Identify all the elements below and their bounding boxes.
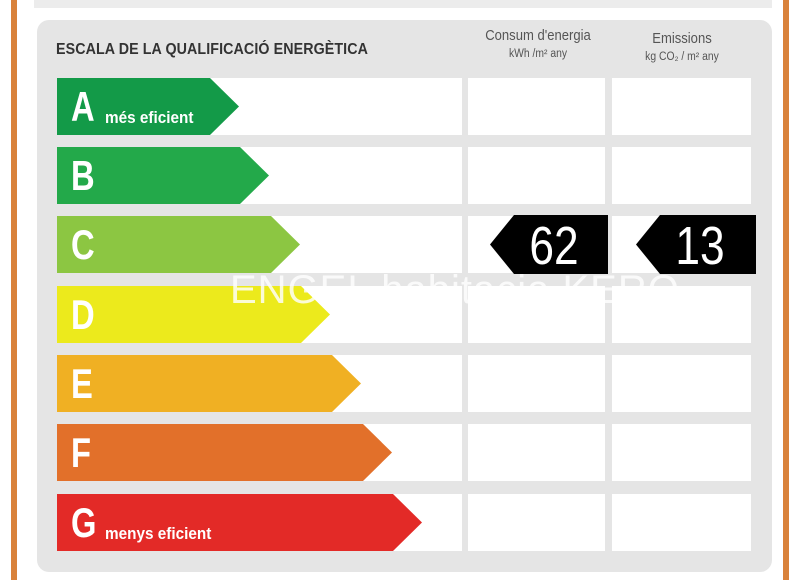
class-bar-b: B <box>57 147 269 204</box>
emissions-column-unit: kg CO₂ / m² any <box>645 51 719 63</box>
energy-column-label: Consum d'energia <box>485 28 591 44</box>
energy-cell <box>468 424 605 481</box>
class-letter: G <box>71 499 97 546</box>
class-bar-e: E <box>57 355 361 412</box>
class-letter: B <box>71 152 95 199</box>
class-caption: menys eficient <box>105 524 212 543</box>
emissions-cell <box>612 286 751 343</box>
emissions-cell <box>612 355 751 412</box>
energy-cell <box>468 286 605 343</box>
energy-column-header: Consum d'energia kWh /m² any <box>468 28 608 60</box>
emissions-cell <box>612 424 751 481</box>
class-bar-d: D <box>57 286 330 343</box>
class-letter: C <box>71 221 95 268</box>
energy-cell <box>468 355 605 412</box>
class-letter: A <box>71 83 95 130</box>
class-letter: D <box>71 291 95 338</box>
class-caption: més eficient <box>105 108 194 127</box>
top-edge <box>34 0 772 8</box>
frame-left-border <box>11 0 17 580</box>
emissions-cell <box>612 78 751 135</box>
scale-title: ESCALA DE LA QUALIFICACIÓ ENERGÈTICA <box>56 41 369 58</box>
energy-column-unit: kWh /m² any <box>508 48 568 60</box>
emissions-cell <box>612 494 751 551</box>
frame-right-border <box>783 0 789 580</box>
emissions-value-tag: 13 <box>636 215 756 276</box>
emissions-cell <box>612 147 751 204</box>
energy-cell <box>468 494 605 551</box>
class-letter: E <box>71 360 93 407</box>
class-bar-f: F <box>57 424 392 481</box>
emissions-value: 13 <box>675 216 725 276</box>
energy-cell <box>468 78 605 135</box>
emissions-column-label: Emissions <box>652 31 712 47</box>
watermark: ENGEL habitacia KERO <box>230 268 680 312</box>
emissions-column-header: Emissions kg CO₂ / m² any <box>612 31 752 63</box>
energy-cell <box>468 147 605 204</box>
class-letter: F <box>71 429 92 476</box>
class-bar-c: C <box>57 216 300 273</box>
energy-value: 62 <box>529 216 579 276</box>
energy-value-tag: 62 <box>490 215 608 276</box>
